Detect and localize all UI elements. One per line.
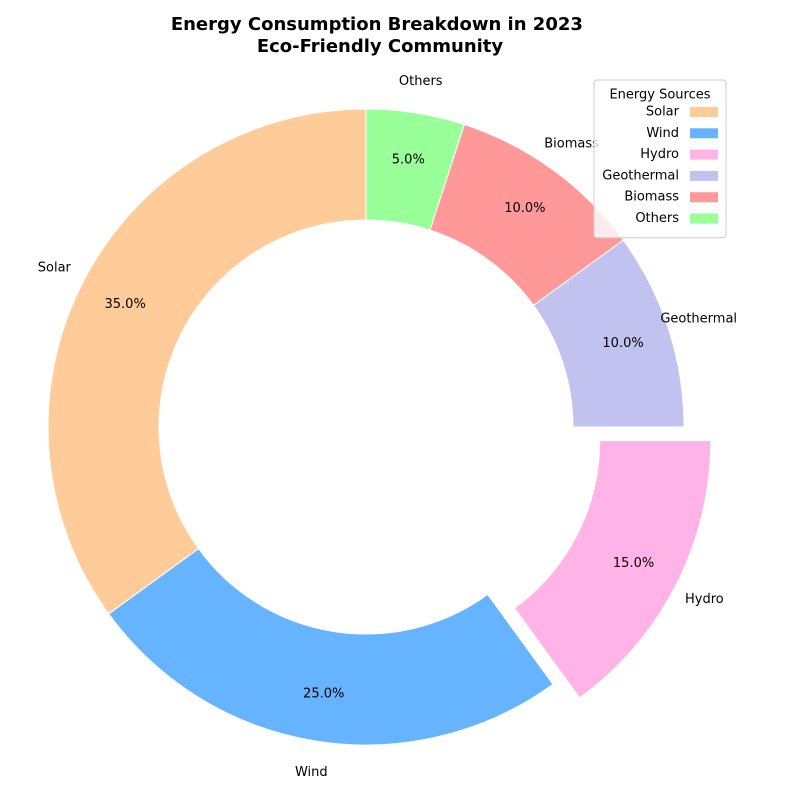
labels-group: Solar 35.0% Wind 25.0% Hydro 15.0% Geothermal 1… [38,74,737,780]
slice-hydro [513,440,712,699]
legend: Energy Sources Solar Wind Hydro Geothermal Bi… [593,79,727,239]
slice-label-wind: Wind [295,765,328,780]
slice-label-hydro: Hydro [685,592,724,607]
percent-label-others: 5.0% [392,153,425,168]
legend-title: Energy Sources [609,88,710,103]
legend-swatch-others [690,213,718,224]
percent-label-wind: 25.0% [303,686,344,701]
legend-label-hydro: Hydro [640,147,679,162]
legend-swatch-biomass [690,192,718,203]
legend-label-biomass: Biomass [624,190,679,205]
slice-wind [108,547,554,746]
percent-label-biomass: 10.0% [504,201,545,216]
slice-label-solar: Solar [38,261,72,276]
chart-title: Energy Consumption Breakdown in 2023 Eco… [171,14,589,57]
slice-label-others: Others [399,74,443,89]
legend-swatch-geothermal [690,170,718,181]
legend-swatch-hydro [690,149,718,160]
slices-group [47,108,712,746]
legend-label-solar: Solar [646,105,680,120]
chart-title-line-1: Energy Consumption Breakdown in 2023 [171,14,583,35]
legend-swatch-solar [690,107,718,117]
percent-label-hydro: 15.0% [613,556,654,571]
slice-label-geothermal: Geothermal [660,311,737,326]
slice-label-biomass: Biomass [544,137,599,152]
slice-others [365,108,465,231]
slice-solar [47,108,367,615]
legend-label-geothermal: Geothermal [602,168,679,183]
percent-label-solar: 35.0% [105,297,146,312]
legend-swatch-wind [690,128,718,139]
chart-title-line-2: Eco-Friendly Community [257,36,504,57]
legend-label-wind: Wind [646,126,679,141]
percent-label-geothermal: 10.0% [602,336,643,351]
legend-label-others: Others [635,211,679,226]
